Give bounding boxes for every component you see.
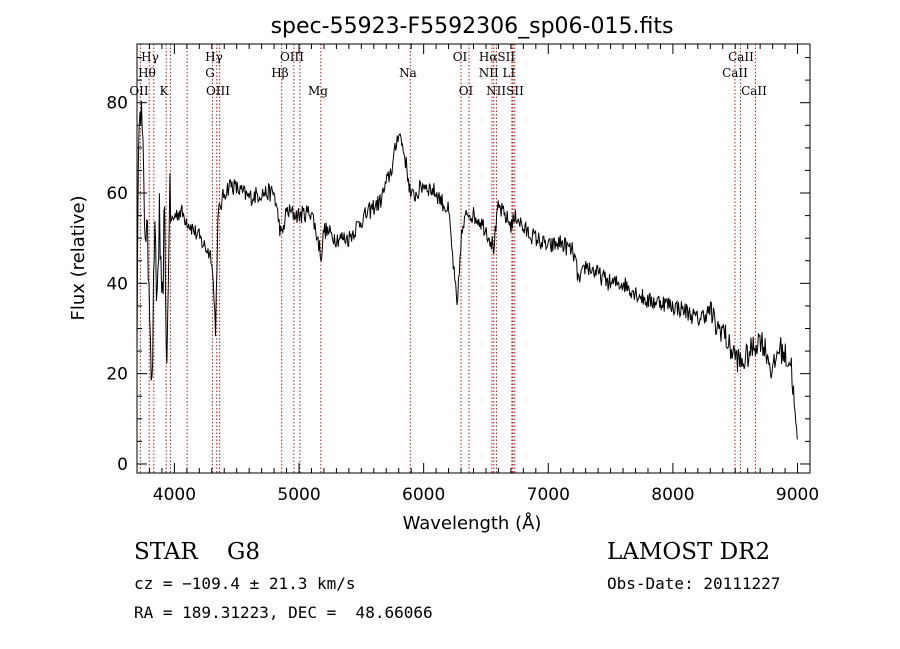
spectral-line-labels: Hγ Hγ OIII OI HαSII CaII Hθ G Hβ Na NII LI CaII OII K…	[129, 50, 767, 98]
line-label: CaII	[728, 50, 754, 64]
line-label: CaII	[722, 66, 748, 80]
flux-line	[136, 100, 798, 440]
x-tick-label: 6000	[402, 485, 445, 505]
flux-series	[136, 100, 798, 440]
sky-coordinates: RA = 189.31223, DEC = 48.66066	[134, 603, 433, 622]
line-label: Hβ	[271, 66, 288, 80]
line-label: NIISII	[486, 84, 524, 98]
x-tick-label: 9000	[776, 485, 819, 505]
line-label: OI	[459, 84, 474, 98]
line-label: Mg	[308, 84, 328, 98]
y-tick-label: 20	[106, 365, 128, 385]
line-label: OII	[129, 84, 149, 98]
y-tick-label: 60	[106, 184, 128, 204]
line-label: OIII	[280, 50, 304, 64]
chart-title: spec-55923-F5592306_sp06-015.fits	[271, 14, 674, 39]
y-tick-label: 0	[117, 455, 128, 475]
line-label: OIII	[206, 84, 230, 98]
line-label: HαSII	[479, 50, 516, 64]
line-label: Hθ	[138, 66, 156, 80]
line-label: CaII	[741, 84, 767, 98]
line-label: OI	[453, 50, 468, 64]
y-tick-label: 40	[106, 274, 128, 294]
line-label: K	[160, 84, 170, 98]
x-tick-label: 5000	[277, 485, 320, 505]
line-label: NII LI	[479, 66, 516, 80]
object-class: STAR G8	[134, 539, 261, 565]
plot-frame	[136, 43, 811, 474]
line-label: Hγ	[141, 50, 159, 64]
line-label: Hγ	[205, 50, 223, 64]
line-label: G	[205, 66, 215, 80]
line-label: Na	[399, 66, 417, 80]
redshift-velocity: cz = −109.4 ± 21.3 km/s	[134, 574, 356, 593]
y-axis: 0 20 40 60 80	[106, 57, 810, 475]
y-axis-label: Flux (relative)	[68, 195, 89, 320]
x-axis: 4000 5000 6000 7000 8000 9000	[136, 44, 819, 505]
x-axis-label: Wavelength (Å)	[403, 512, 542, 534]
y-tick-label: 80	[106, 94, 128, 114]
observation-date: Obs-Date: 20111227	[607, 574, 781, 593]
x-tick-label: 4000	[153, 485, 196, 505]
spectral-line-markers	[139, 44, 756, 473]
survey-name: LAMOST DR2	[607, 539, 771, 565]
x-tick-label: 8000	[651, 485, 694, 505]
x-tick-label: 7000	[527, 485, 570, 505]
